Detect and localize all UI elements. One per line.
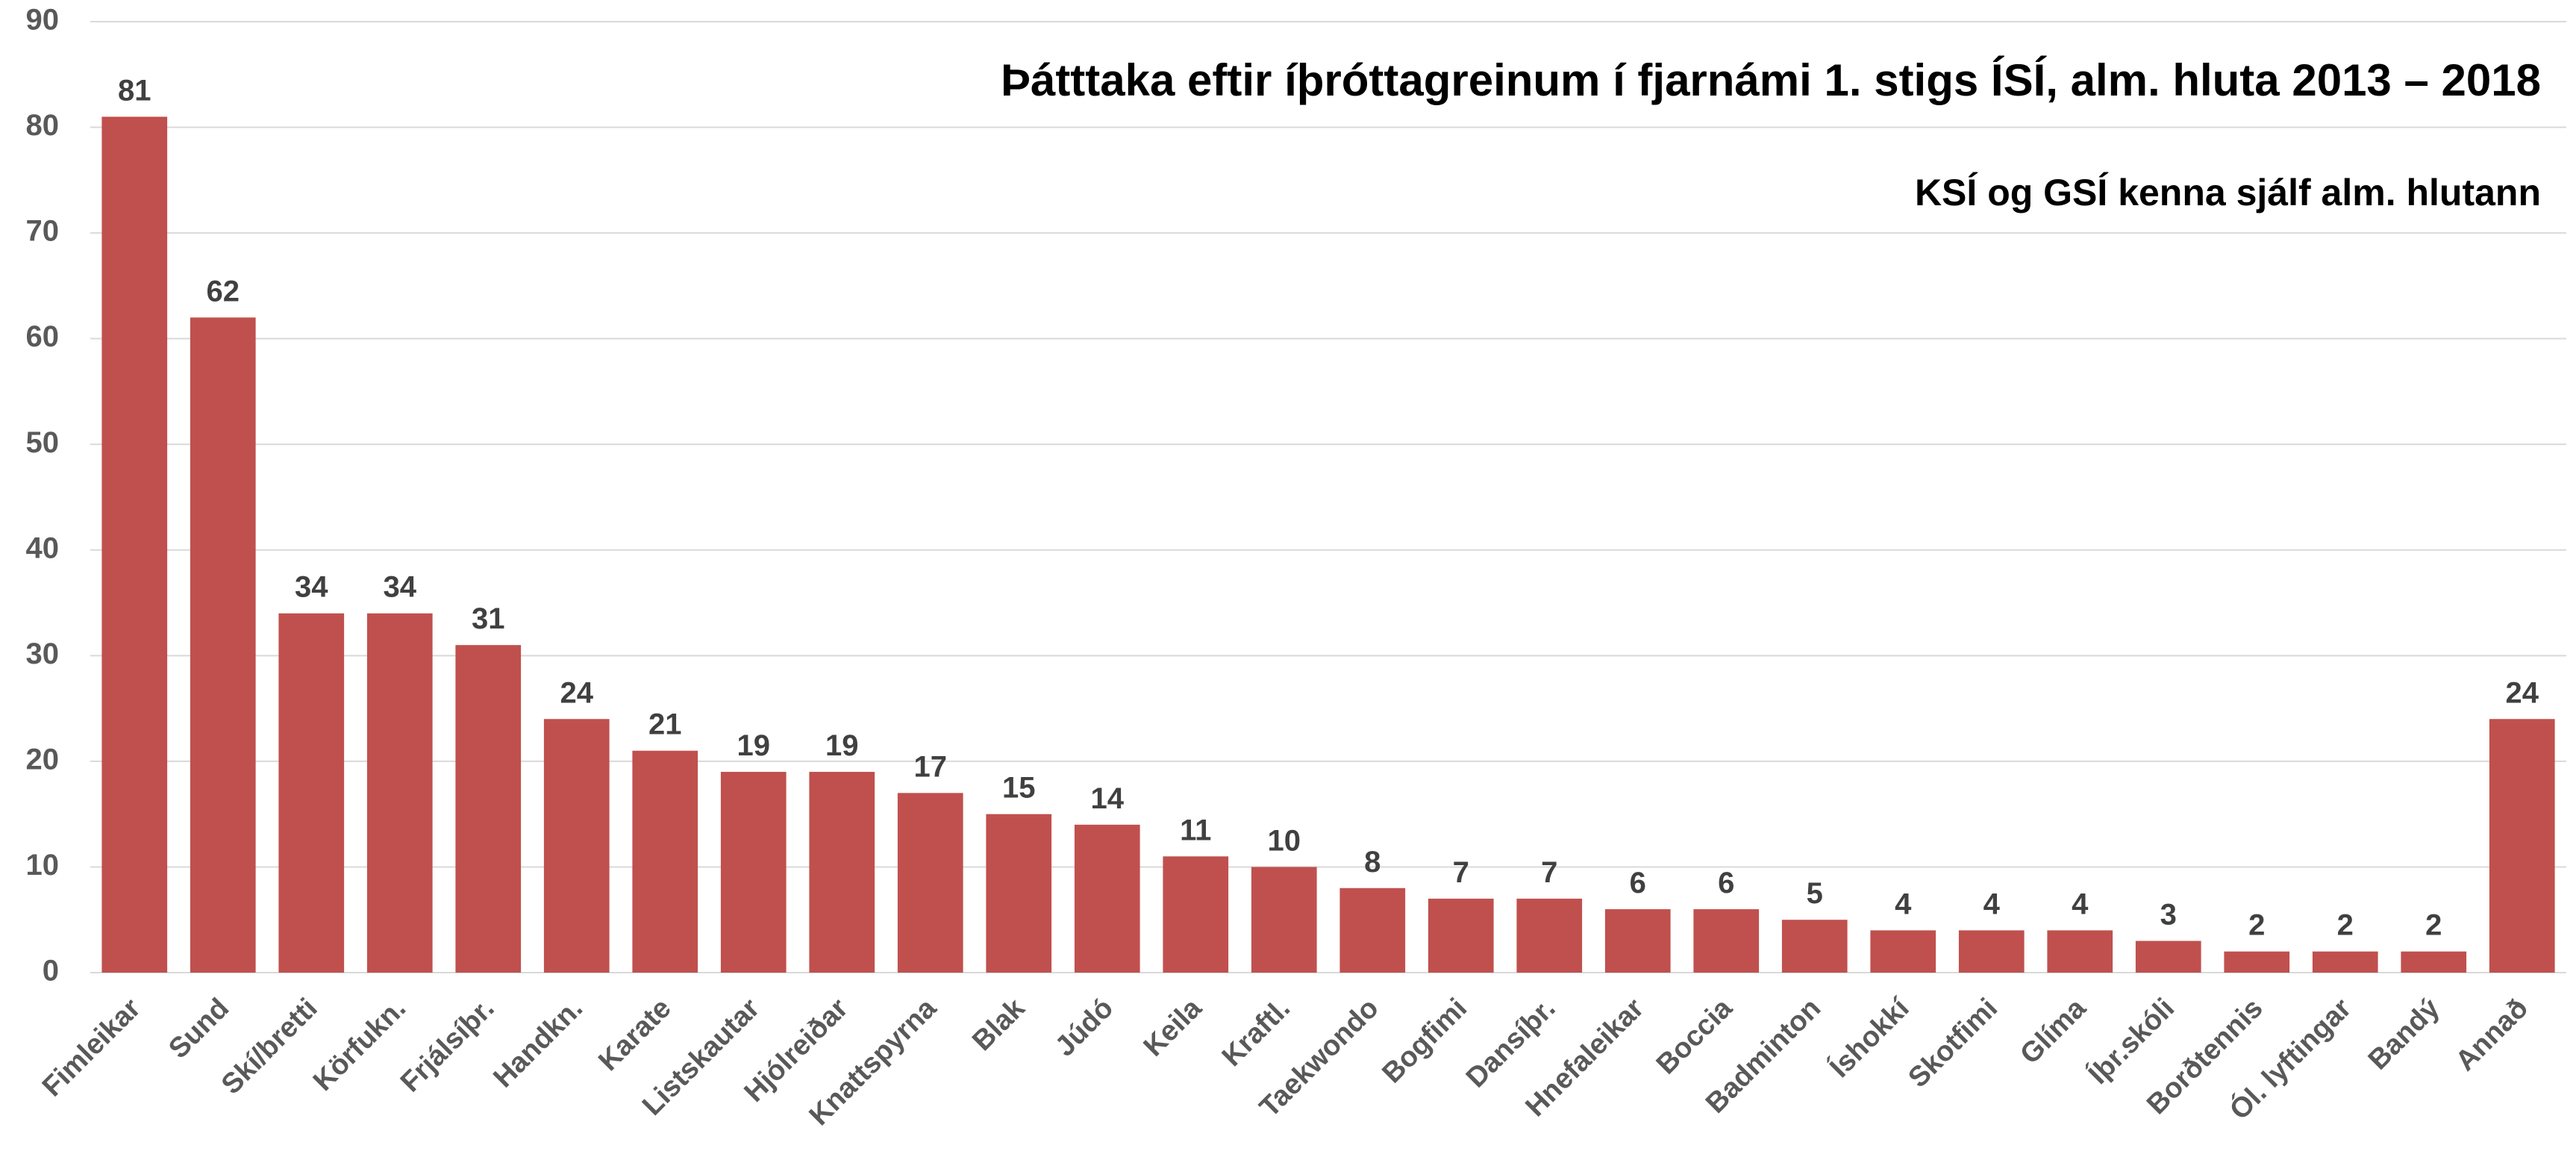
bar	[986, 814, 1052, 973]
data-label: 2	[2337, 909, 2354, 942]
bar	[1339, 888, 1406, 973]
data-label: 4	[2072, 888, 2089, 920]
data-label: 14	[1091, 782, 1125, 815]
y-tick-label: 90	[26, 4, 60, 37]
bar	[190, 317, 256, 973]
data-label: 17	[914, 750, 948, 783]
bar	[1251, 867, 1317, 973]
data-label: 10	[1268, 824, 1301, 857]
bar	[1870, 930, 1936, 973]
data-label: 5	[1807, 877, 1823, 910]
bar	[2047, 930, 2113, 973]
data-label: 19	[737, 729, 771, 762]
bar	[2224, 951, 2290, 973]
bar	[1516, 898, 1583, 973]
x-tick-label: Keila	[1138, 992, 1209, 1063]
data-label: 2	[2248, 909, 2265, 942]
bar	[278, 613, 345, 973]
bar	[1781, 920, 1848, 973]
x-tick-label: Blak	[966, 992, 1031, 1057]
data-label: 2	[2425, 909, 2442, 942]
x-tick-label: Sund	[163, 993, 235, 1065]
data-label: 34	[384, 571, 417, 604]
x-tick-label: Skotfimi	[1902, 993, 2004, 1094]
data-label: 31	[472, 602, 505, 635]
y-tick-label: 50	[26, 426, 60, 459]
bar	[809, 772, 875, 973]
x-tick-label: Karate	[593, 993, 677, 1077]
x-tick-label: Kraftl.	[1216, 993, 1296, 1073]
y-tick-label: 60	[26, 320, 60, 353]
bar	[632, 750, 698, 973]
data-label: 6	[1630, 867, 1646, 899]
x-tick-label: Júdó	[1049, 993, 1119, 1063]
y-tick-label: 20	[26, 743, 60, 776]
x-tick-label: Íshokkí	[1823, 991, 1916, 1084]
bar	[1604, 909, 1671, 973]
bar	[720, 772, 787, 973]
bar	[2135, 941, 2201, 973]
bar	[2489, 719, 2555, 973]
y-tick-label: 70	[26, 215, 60, 248]
x-tick-label: Annað	[2450, 993, 2534, 1077]
data-label: 21	[648, 708, 682, 741]
bar	[366, 613, 433, 973]
x-tick-label: Glíma	[2014, 992, 2092, 1070]
data-label: 24	[2506, 676, 2539, 709]
x-tick-label: Frjálsíþr.	[395, 993, 501, 1099]
bar	[1163, 856, 1229, 973]
chart-subtitle: KSÍ og GSÍ kenna sjálf alm. hlutann	[1915, 172, 2541, 213]
data-label: 11	[1180, 814, 1211, 846]
y-tick-label: 80	[26, 109, 60, 142]
bar	[1693, 909, 1760, 973]
bar	[1428, 898, 1494, 973]
x-tick-label: Körfukn.	[307, 993, 412, 1097]
data-label: 15	[1002, 772, 1036, 805]
data-label: 6	[1718, 867, 1734, 899]
bar	[2401, 951, 2467, 973]
bar	[2312, 951, 2378, 973]
data-label: 4	[1983, 888, 2001, 920]
bar	[1074, 824, 1140, 973]
data-label: 7	[1541, 856, 1557, 889]
data-label: 4	[1895, 888, 1912, 920]
x-tick-label: Handkn.	[487, 993, 589, 1094]
data-label: 19	[825, 729, 859, 762]
bar	[455, 645, 522, 973]
y-tick-label: 10	[26, 849, 60, 882]
data-label: 34	[295, 571, 328, 604]
data-label: 24	[560, 676, 594, 709]
bar	[101, 116, 168, 973]
y-tick-label: 30	[26, 637, 60, 670]
x-tick-label: Boccia	[1651, 992, 1739, 1080]
bar	[1958, 930, 2025, 973]
x-tick-label: Fimleikar	[37, 993, 147, 1103]
bar	[543, 719, 610, 973]
data-label: 8	[1364, 846, 1381, 879]
data-label: 81	[118, 74, 151, 107]
x-tick-label: Bandý	[2363, 993, 2446, 1076]
y-tick-label: 0	[43, 955, 59, 988]
y-tick-label: 40	[26, 531, 60, 564]
chart-title: Þátttaka eftir íþróttagreinum í fjarnámi…	[1001, 55, 2541, 105]
data-label: 3	[2160, 899, 2177, 932]
x-tick-label: Skí/bretti	[216, 993, 324, 1101]
data-label: 62	[207, 275, 240, 308]
x-tick-label: Bogfimi	[1376, 993, 1473, 1090]
bar	[897, 793, 963, 973]
data-label: 7	[1453, 856, 1469, 889]
